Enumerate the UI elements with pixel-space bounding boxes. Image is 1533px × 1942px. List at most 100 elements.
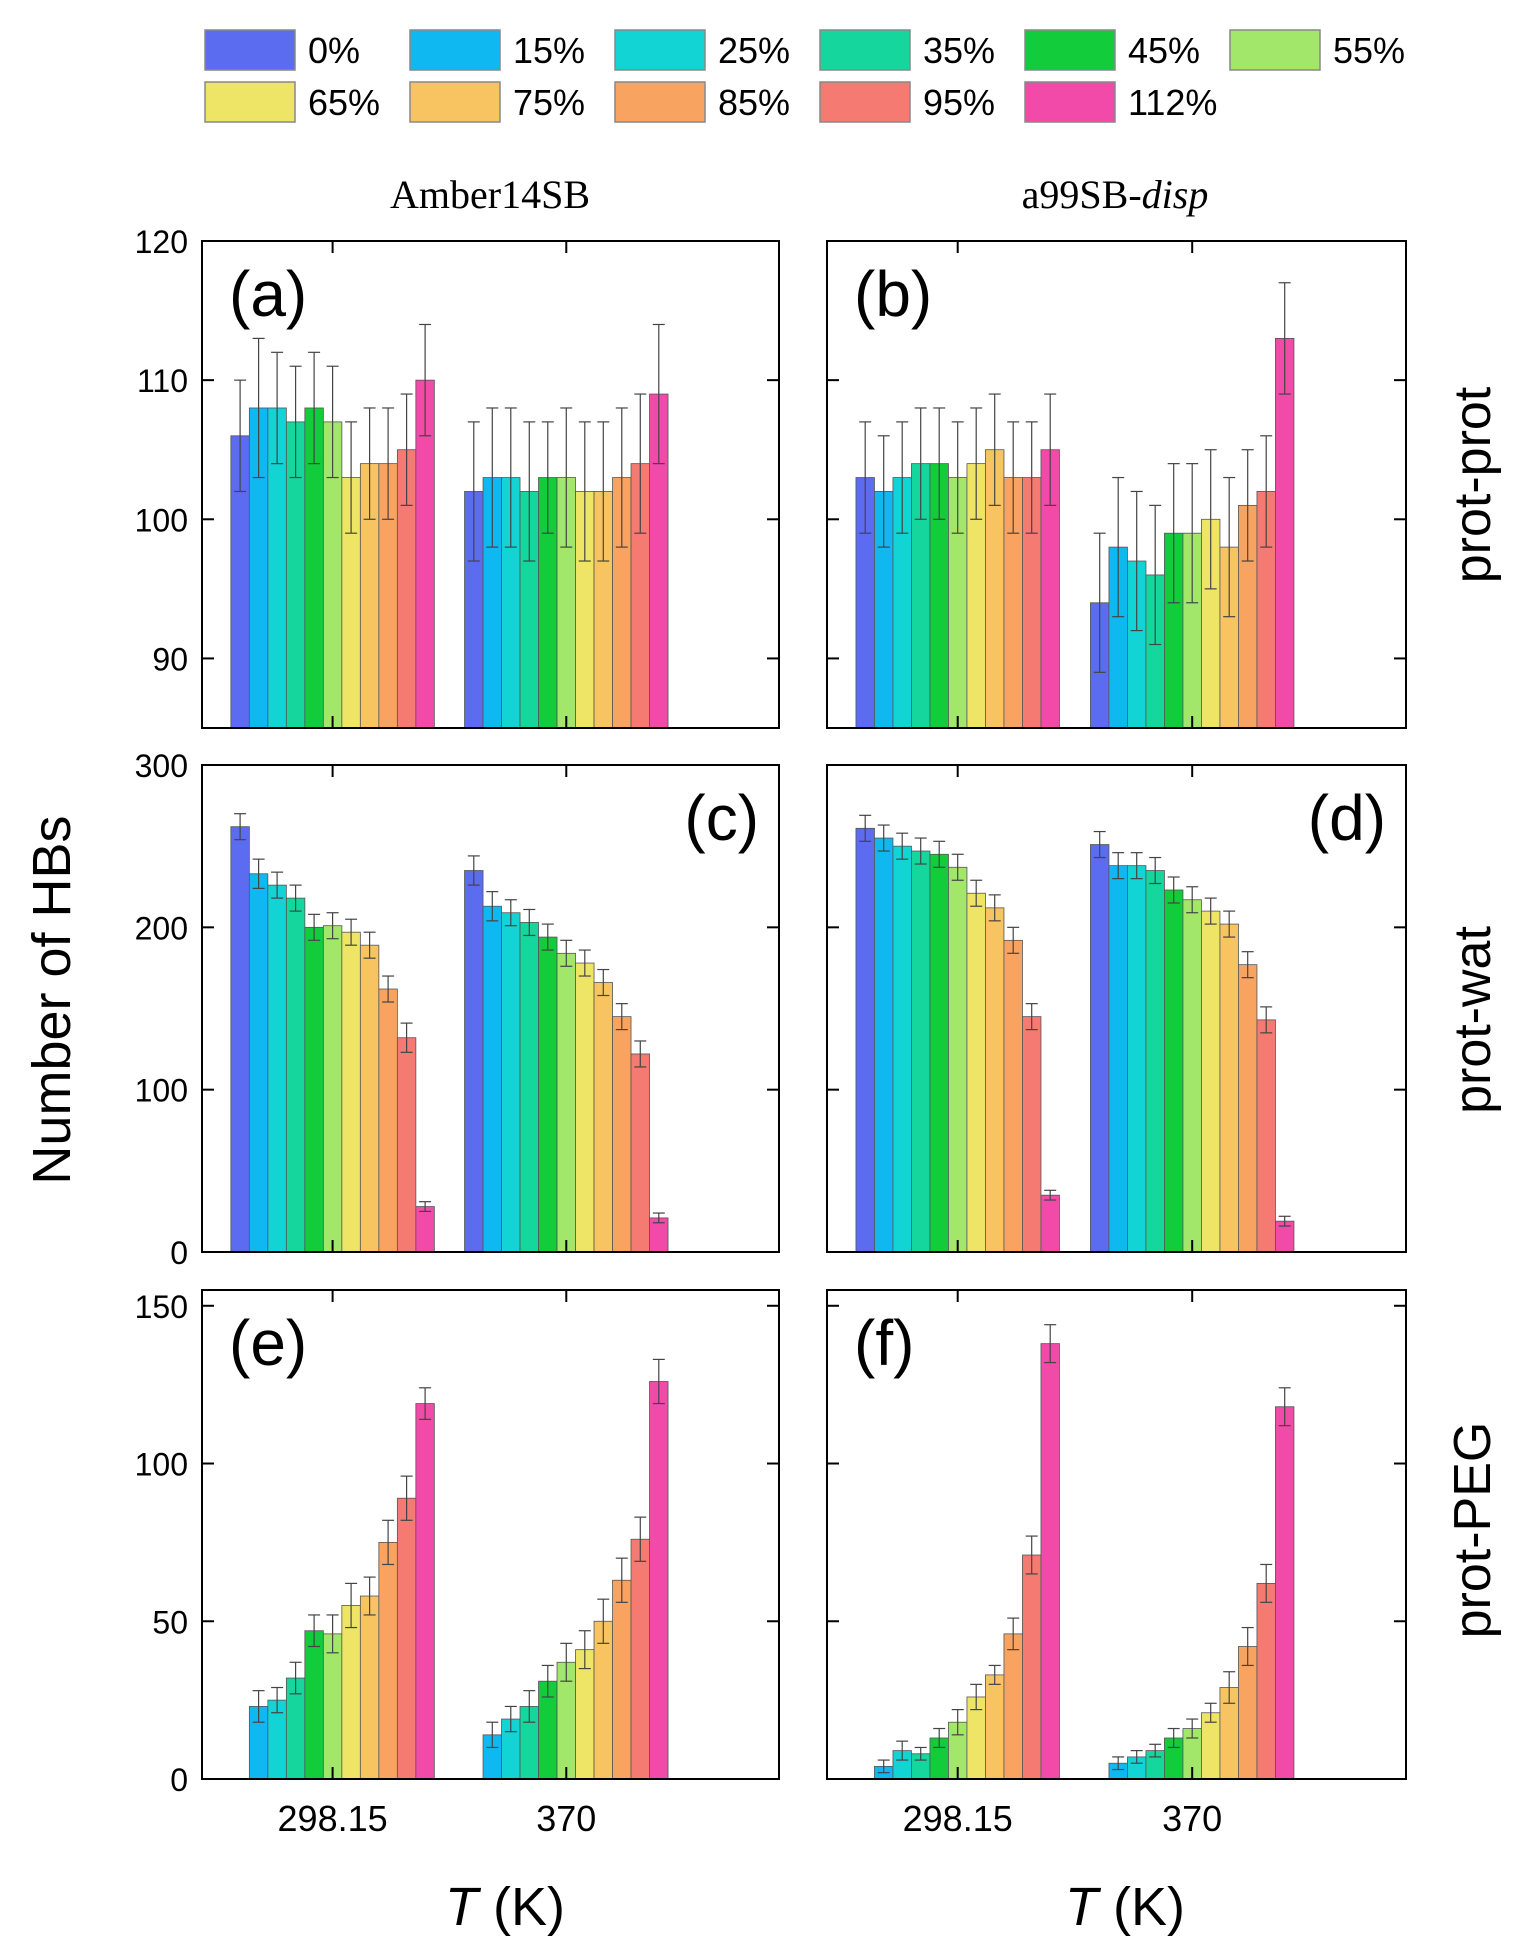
axes-frame [201,764,780,1253]
y-tick-label: 120 [135,224,188,260]
error-bar [363,1576,376,1616]
error-bar [382,975,395,1003]
bar-95pct-298.15 [1022,1016,1042,1253]
y-tick-label: 90 [152,641,188,677]
bar-95pct-298.15 [396,1497,417,1780]
error-bar [1025,1003,1038,1031]
legend-item: 95% [819,81,995,123]
bar-85pct-298.15 [378,988,398,1253]
error-bar [1186,463,1199,604]
y-tick-label: 200 [135,910,188,946]
legend-item: 45% [1024,29,1200,71]
error-bar [597,421,610,562]
error-bar [597,968,610,997]
y-tick-label: 50 [152,1604,188,1640]
error-bar [951,1708,964,1736]
legend-label: 95% [923,82,995,123]
bar-85pct-298.15 [1003,939,1023,1253]
error-bar [541,923,554,951]
y-tick-label: 110 [137,363,188,399]
error-bar [308,351,321,465]
error-bar [1112,852,1125,880]
bar-112pct-370 [1275,337,1295,729]
error-bar [578,949,591,977]
x-axis-label-left: T (K) [445,1877,565,1937]
error-bar [541,421,554,534]
error-bar [419,323,432,437]
error-bar [615,1557,628,1603]
error-bar [1167,1727,1180,1749]
error-bar [1260,1563,1273,1603]
error-bar [1007,926,1020,954]
error-bar [504,1705,517,1733]
panel-label: (c) [684,782,759,854]
error-bar [345,918,358,946]
panel-c: 0 100 200 300 (c) [135,748,780,1271]
error-bar [634,1516,647,1562]
error-bar [382,407,395,520]
legend-item: 85% [614,81,790,123]
error-bar [1149,856,1162,885]
y-tick-label: 150 [135,1289,188,1325]
panels: 90 100 110 120 (a) (b) 0 100 200 300 (c) (d) 0 50 100 1… [135,224,1407,1839]
panel-f: 298.15 370 (f) [826,1289,1407,1839]
bar-55pct-298.15 [948,866,968,1253]
legend-item: 35% [819,29,995,71]
error-bar [1093,532,1106,673]
error-bar [652,1358,665,1405]
x-tick-label: 298.15 [278,1798,388,1839]
bar-75pct-298.15 [359,1595,380,1780]
bar-112pct-298.15 [1040,1343,1060,1780]
error-bar [896,421,909,534]
bar-25pct-370 [501,912,521,1253]
error-bar [1007,421,1020,534]
bar-25pct-298.15 [892,845,912,1253]
y-tick-label: 300 [135,748,188,784]
error-bar [1044,393,1057,506]
bar-0pct-370 [464,870,484,1253]
error-bar [1044,1324,1057,1364]
error-bar [308,913,321,941]
legend-swatch [204,81,296,123]
error-bar [1130,852,1143,880]
error-bar [1149,1743,1162,1758]
legend-label: 75% [513,82,585,123]
error-bar [877,435,890,548]
error-bar [467,855,480,886]
error-bar [970,407,983,520]
bar-95pct-370 [630,1538,650,1780]
error-bar [289,884,302,912]
error-bar [1241,449,1254,562]
axes-frame [826,764,1407,1253]
error-bar [467,421,480,562]
error-bar [363,931,376,959]
bar-55pct-298.15 [322,925,343,1253]
error-bar [652,1212,665,1224]
legend-item: 0% [204,29,360,71]
error-bar [1130,1750,1143,1764]
bar-112pct-370 [1275,1406,1295,1780]
bar-95pct-370 [1256,1019,1276,1253]
error-bar [988,894,1001,922]
error-bar [896,1740,909,1761]
legend-item: 15% [409,29,585,71]
bar-45pct-370 [1164,889,1184,1253]
error-bar [326,912,339,940]
bar-95pct-298.15 [396,1037,417,1253]
error-bar [859,814,872,842]
bar-15pct-370 [1108,865,1128,1253]
bar-65pct-298.15 [341,931,361,1253]
panel-label: (b) [854,258,932,330]
bar-35pct-370 [1145,870,1165,1253]
error-bar [578,421,591,562]
bar-85pct-370 [612,1016,632,1253]
error-bar [252,337,265,479]
error-bar [1241,951,1254,979]
bar-112pct-298.15 [1040,1194,1060,1253]
y-tick-label: 100 [135,1073,188,1109]
bar-95pct-298.15 [1022,1554,1042,1780]
error-bar [486,407,499,548]
error-bar [1186,886,1199,914]
error-bar [988,1664,1001,1685]
